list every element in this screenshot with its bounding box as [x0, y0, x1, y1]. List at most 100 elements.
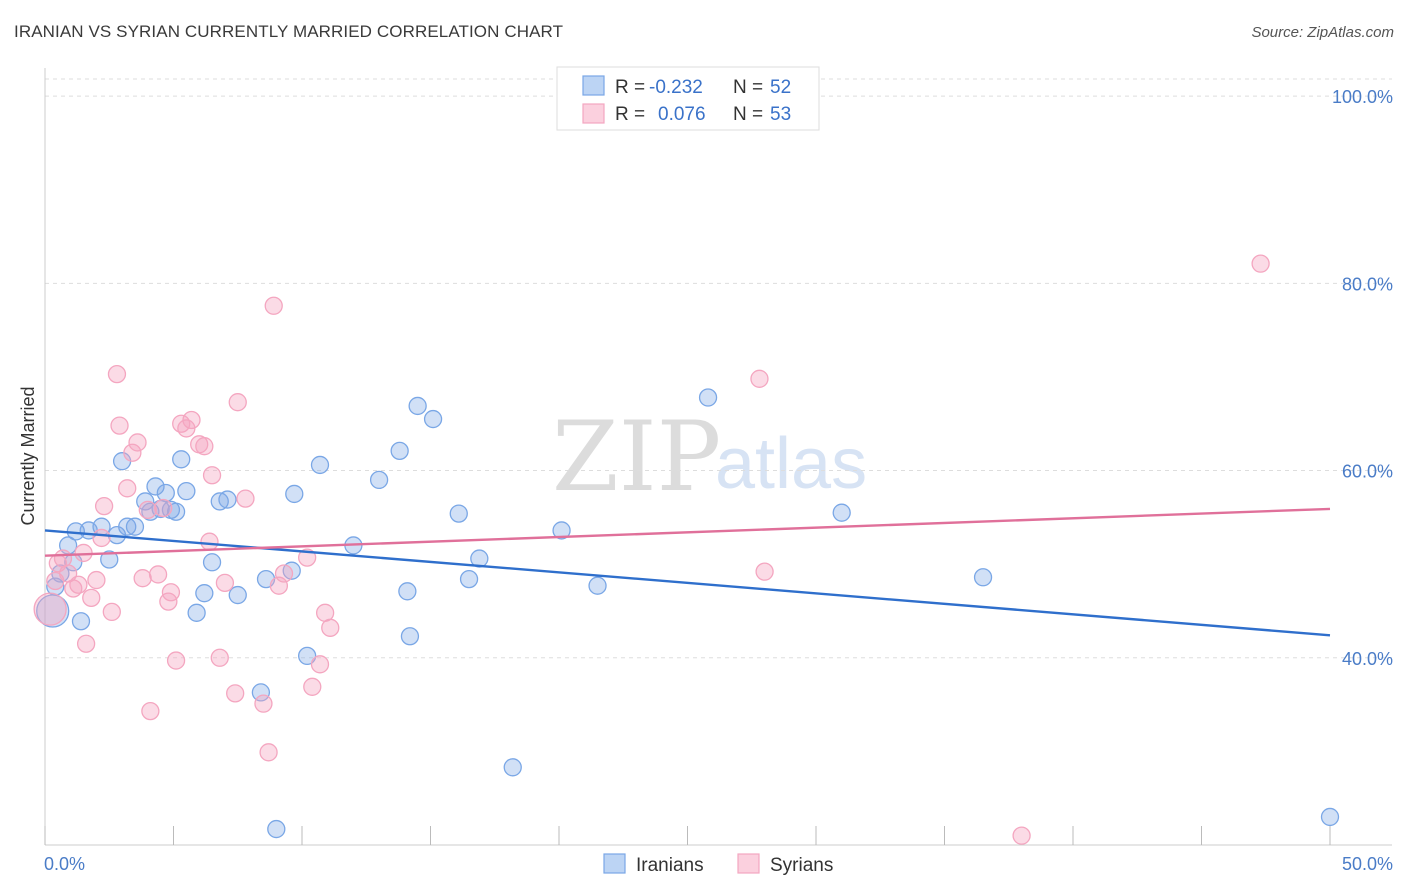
- legend-n-label-2: N =: [733, 104, 763, 125]
- syrians-point-14: [107, 364, 127, 384]
- axes: [44, 68, 1392, 846]
- syrians-point-34: [210, 648, 229, 667]
- iranians-point-51: [973, 568, 993, 587]
- syrians-point-8: [76, 634, 96, 653]
- y-tick-label-0: 40.0%: [1342, 649, 1393, 669]
- iranians-point-44: [459, 569, 479, 589]
- x-tick-label-0: 0.0%: [44, 854, 85, 874]
- syrians-point-39: [254, 694, 273, 713]
- watermark: ZIP atlas: [552, 401, 867, 513]
- syrians-point-32: [200, 532, 219, 551]
- y-tick-label-3: 100.0%: [1332, 87, 1393, 107]
- iranians-point-43: [449, 504, 468, 523]
- chart-title: IRANIAN VS SYRIAN CURRENTLY MARRIED CORR…: [14, 22, 564, 41]
- watermark-atlas: atlas: [715, 424, 867, 504]
- bottom-legend-swatch-iranians: [603, 853, 626, 874]
- syrians-point-23: [154, 498, 173, 518]
- syrians-point-43: [274, 564, 294, 583]
- iranians-point-34: [297, 646, 317, 666]
- x-tick-label-1: 50.0%: [1342, 854, 1393, 874]
- syrians-point-31: [195, 437, 214, 456]
- legend-r-label-2: R =: [615, 104, 645, 125]
- syrians-point-36: [226, 684, 245, 703]
- y-axis-title: Currently Married: [18, 386, 38, 525]
- syrians-point-12: [94, 496, 114, 516]
- syrians-point-48: [321, 618, 340, 637]
- legend-n-label-1: N =: [733, 77, 763, 98]
- syrians-point-25: [161, 583, 181, 602]
- syrians-point-50: [755, 562, 774, 581]
- iranians-point-25: [202, 553, 222, 572]
- trend-lines: [44, 507, 1331, 637]
- syrians-point-18: [128, 433, 147, 452]
- bottom-legend-swatch-syrians: [737, 853, 760, 874]
- iranians-point-46: [503, 758, 522, 777]
- syrians-point-22: [148, 565, 168, 584]
- syrians-point-35: [215, 573, 235, 593]
- legend-swatch-syrians: [582, 103, 605, 124]
- syrians-point-37: [228, 393, 247, 412]
- legend-n-value-1: 52: [770, 77, 791, 98]
- iranians-point-21: [172, 450, 191, 469]
- iranians-point-28: [228, 585, 247, 605]
- syrians-point-6: [69, 575, 88, 594]
- x-ticks: [44, 826, 1331, 845]
- syrians-point-19: [133, 569, 152, 588]
- syrians-point-33: [202, 466, 222, 485]
- syrians-point-9: [82, 588, 101, 608]
- y-tick-labels: 40.0% 60.0% 80.0% 100.0%: [1332, 87, 1393, 669]
- syrians-point-21: [141, 701, 160, 721]
- watermark-zip: ZIP: [552, 401, 721, 513]
- legend-r-value-2: 0.076: [658, 104, 706, 125]
- syrians-point-13: [102, 602, 121, 622]
- iranians-point-31: [267, 819, 286, 839]
- syrians-point-0: [33, 592, 67, 626]
- iranians-point-29: [251, 683, 271, 702]
- syrians-point-41: [264, 296, 283, 315]
- y-tick-label-1: 60.0%: [1342, 462, 1393, 482]
- iranians-point-13: [125, 517, 145, 536]
- iranians-trend-line: [44, 529, 1331, 637]
- iranians-point-12: [118, 517, 137, 536]
- syrians-point-20: [138, 500, 157, 520]
- iranians-point-50: [832, 503, 851, 522]
- iranians-point-24: [195, 584, 214, 603]
- iranians-point-9: [100, 550, 119, 569]
- legend-n-value-2: 53: [770, 104, 791, 125]
- syrians-point-29: [182, 410, 201, 430]
- data-points: [33, 254, 1340, 845]
- iranians-point-52: [1320, 807, 1340, 827]
- syrians-point-38: [236, 489, 255, 508]
- iranians-point-39: [398, 582, 417, 601]
- iranians-point-42: [423, 409, 443, 429]
- iranians-point-48: [588, 576, 607, 595]
- syrians-point-15: [110, 416, 129, 435]
- legend-bottom: Iranians Syrians: [603, 853, 833, 876]
- y-tick-label-2: 80.0%: [1342, 274, 1393, 294]
- iranians-point-47: [552, 521, 571, 540]
- bottom-legend-label-iranians: Iranians: [636, 855, 704, 876]
- iranians-point-23: [187, 603, 206, 622]
- syrians-point-26: [166, 651, 186, 670]
- syrians-point-46: [310, 655, 330, 674]
- bottom-legend-label-syrians: Syrians: [770, 855, 833, 876]
- syrians-point-17: [123, 443, 142, 462]
- syrians-trend-line: [44, 507, 1331, 557]
- syrians-point-52: [1251, 254, 1270, 273]
- syrians-point-40: [259, 743, 278, 762]
- syrians-point-49: [750, 369, 769, 388]
- x-tick-labels: 0.0% 50.0%: [44, 854, 1393, 874]
- legend-top: R = -0.232 N = 52 R = 0.076 N = 53: [556, 66, 820, 131]
- grid-lines: [45, 78, 1392, 659]
- iranians-point-38: [390, 441, 409, 461]
- iranians-point-37: [369, 470, 389, 490]
- iranians-point-41: [408, 396, 427, 416]
- legend-swatch-iranians: [582, 75, 605, 96]
- chart-source: Source: ZipAtlas.com: [1251, 24, 1394, 41]
- syrians-point-10: [87, 570, 106, 590]
- legend-r-value-1: -0.232: [649, 77, 703, 98]
- iranians-point-27: [218, 490, 237, 509]
- syrians-point-11: [92, 528, 111, 548]
- iranians-point-6: [71, 612, 91, 631]
